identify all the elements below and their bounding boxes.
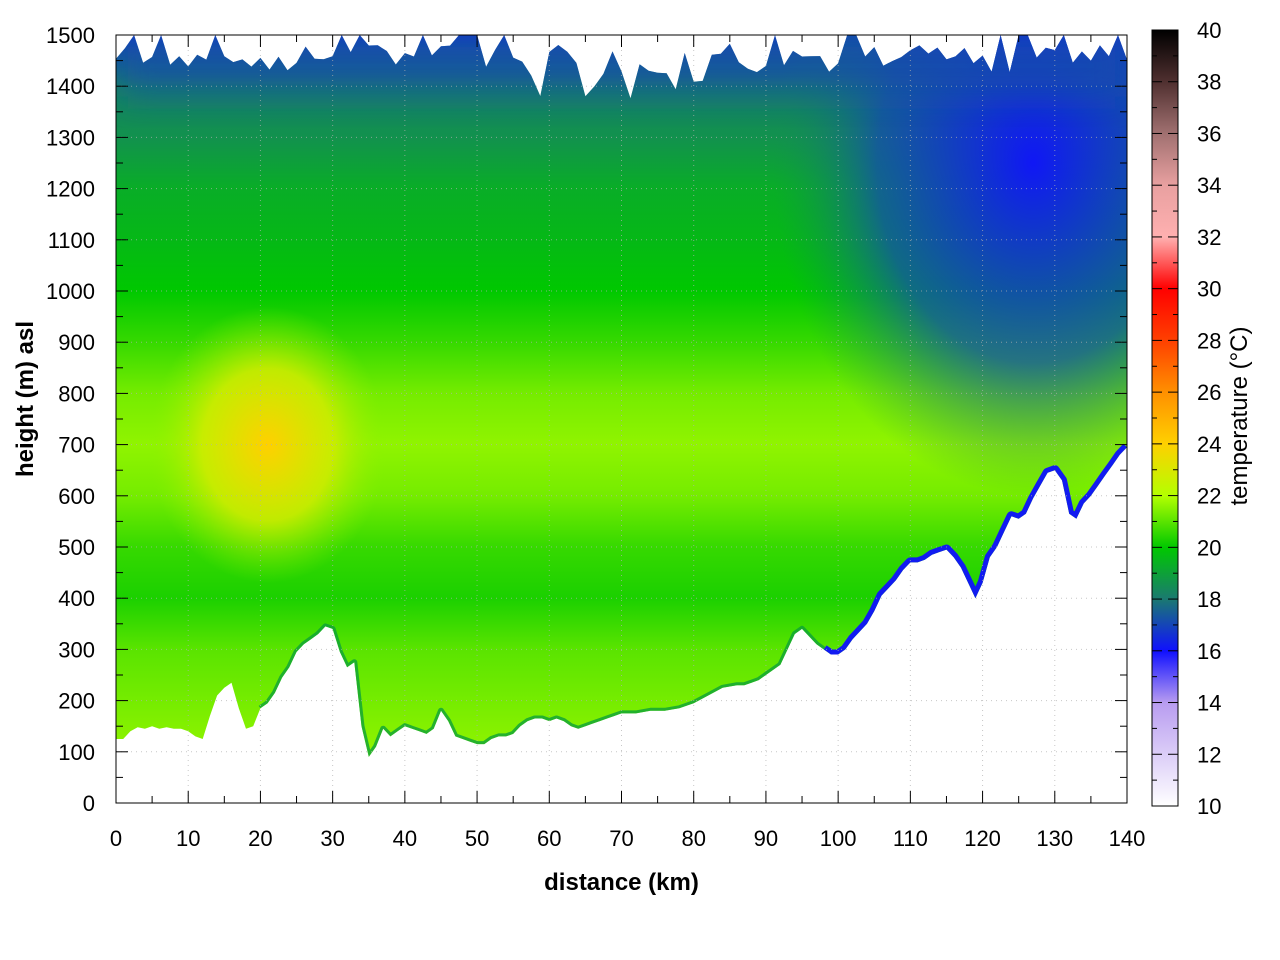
warm-core: [148, 306, 387, 583]
colorbar-tick-label: 36: [1197, 121, 1221, 146]
x-tick-label: 130: [1036, 826, 1073, 851]
colorbar-tick-label: 20: [1197, 535, 1221, 560]
y-tick-label: 700: [58, 433, 95, 458]
y-tick-label: 400: [58, 586, 95, 611]
colorbar-tick-labels: 10 12 14 16 18 20 22 24 26 28 30 32 34 36 38 40: [1197, 18, 1221, 819]
cold-surface-rim: [820, 443, 1127, 660]
y-tick-label: 600: [58, 484, 95, 509]
x-tick-label: 140: [1109, 826, 1146, 851]
x-tick-label: 70: [609, 826, 633, 851]
y-tick-label: 1400: [46, 74, 95, 99]
y-tick-label: 800: [58, 381, 95, 406]
y-tick-label: 1300: [46, 125, 95, 150]
y-tick-label: 200: [58, 689, 95, 714]
colorbar-tick-label: 14: [1197, 691, 1221, 716]
x-tick-label: 0: [110, 826, 122, 851]
colorbar-title: temperature (°C): [1226, 327, 1253, 506]
colorbar-tick-label: 40: [1197, 18, 1221, 43]
grid: [116, 35, 1127, 803]
colorbar-ticks: [1152, 29, 1178, 807]
y-tick-label: 100: [58, 740, 95, 765]
x-tick-label: 120: [964, 826, 1001, 851]
temperature-field: [116, 35, 1127, 757]
colorbar-tick-label: 10: [1197, 794, 1221, 819]
y-tick-label: 500: [58, 535, 95, 560]
x-tick-label: 20: [248, 826, 272, 851]
y-tick-label: 1500: [46, 23, 95, 48]
colorbar-tick-label: 16: [1197, 639, 1221, 664]
y-axis-title: height (m) asl: [12, 321, 39, 477]
x-tick-labels: 0 10 20 30 40 50 60 70 80 90 100 110 120 130 140: [110, 826, 1145, 851]
y-tick-label: 1200: [46, 177, 95, 202]
colorbar-tick-label: 22: [1197, 484, 1221, 509]
x-tick-label: 80: [681, 826, 705, 851]
x-tick-label: 30: [320, 826, 344, 851]
x-tick-label: 90: [754, 826, 778, 851]
colorbar-tick-label: 24: [1197, 432, 1221, 457]
y-tick-label: 900: [58, 330, 95, 355]
x-tick-label: 10: [176, 826, 200, 851]
x-axis-title: distance (km): [544, 869, 699, 896]
colorbar-tick-label: 12: [1197, 742, 1221, 767]
colorbar-tick-label: 32: [1197, 225, 1221, 250]
x-tick-label: 50: [465, 826, 489, 851]
y-tick-label: 300: [58, 637, 95, 662]
y-tick-labels: 0 100 200 300 400 500 600 700 800 900 1000 1100 1200…: [46, 23, 95, 816]
colorbar-tick-label: 26: [1197, 380, 1221, 405]
y-tick-label: 1000: [46, 279, 95, 304]
y-tick-label: 1100: [48, 228, 95, 253]
colorbar-tick-label: 18: [1197, 587, 1221, 612]
colorbar-tick-label: 30: [1197, 277, 1221, 302]
x-tick-label: 60: [537, 826, 561, 851]
x-tick-label: 40: [393, 826, 417, 851]
x-tick-label: 100: [820, 826, 857, 851]
axis-ticks: [115, 34, 1128, 804]
y-tick-label: 0: [83, 791, 95, 816]
colorbar-tick-label: 38: [1197, 70, 1221, 95]
colorbar-tick-label: 34: [1197, 173, 1221, 198]
colorbar-tick-label: 28: [1197, 328, 1221, 353]
x-tick-label: 110: [893, 826, 928, 851]
cold-region: [773, 35, 1127, 496]
